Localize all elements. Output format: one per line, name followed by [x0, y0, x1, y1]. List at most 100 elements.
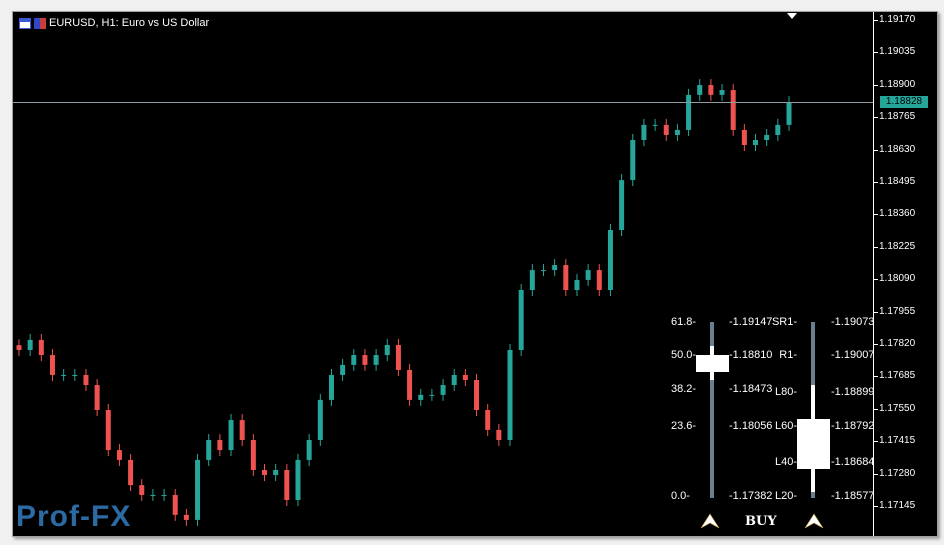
pivot-level-label: SR1-: [771, 316, 797, 328]
candle: [38, 333, 44, 362]
candle: [183, 508, 189, 526]
price-tick-label: 1.17145: [879, 500, 916, 511]
candle: [652, 118, 658, 131]
pivot-price-label: -1.18792: [831, 420, 875, 432]
fib-price-label: -1.18810: [729, 349, 773, 361]
fib-level-label: 38.2-: [671, 383, 697, 395]
candle: [719, 84, 725, 101]
price-tick-label: 1.17280: [879, 467, 916, 479]
price-tick-label: 1.17955: [879, 305, 916, 317]
candle: [451, 368, 457, 392]
pivot-price-label: -1.18684: [831, 456, 875, 468]
candle: [306, 434, 312, 466]
price-tick: [873, 408, 878, 410]
candle: [596, 264, 602, 296]
price-tick-label: 1.17685: [879, 370, 916, 382]
candle: [116, 444, 122, 466]
price-tick: [873, 182, 878, 183]
candle: [340, 358, 346, 381]
candle: [94, 379, 100, 416]
price-tick-label: 1.17820: [879, 338, 916, 349]
candle: [674, 123, 680, 141]
bid-price-label: 1.18828: [880, 96, 928, 109]
fib-price-label: -1.18056: [729, 420, 773, 432]
price-tick-label: 1.18765: [879, 111, 916, 123]
pivot-level-label: L40-: [774, 456, 797, 468]
candle: [317, 393, 323, 446]
bid-line: [13, 102, 873, 104]
candle: [686, 88, 692, 136]
fib-level-label: 23.6-: [671, 420, 697, 432]
candle: [150, 488, 156, 501]
price-tick: [873, 246, 878, 248]
price-tick: [873, 20, 878, 21]
price-tick-label: 1.18360: [879, 208, 916, 220]
candle: [429, 388, 435, 401]
candle: [384, 338, 390, 362]
candle: [663, 118, 669, 141]
candle: [273, 464, 279, 482]
price-tick: [873, 344, 878, 345]
pivot-level-label: L60-: [774, 420, 797, 432]
price-tick-label: 1.18630: [879, 143, 916, 155]
candle: [507, 344, 513, 446]
candle: [585, 264, 591, 286]
candle: [139, 479, 145, 501]
candle: [161, 488, 167, 501]
price-tick: [873, 506, 878, 507]
price-tick-label: 1.17550: [879, 402, 916, 414]
chart-shift-marker-icon[interactable]: [787, 13, 797, 19]
price-tick: [873, 214, 878, 216]
fib-price-box: [696, 355, 729, 372]
pivot-price-label: -1.19007: [831, 349, 875, 361]
chart-title: EURUSD, H1: Euro vs US Dollar: [19, 17, 209, 29]
price-axis[interactable]: [873, 12, 874, 536]
candle: [697, 79, 703, 101]
candle: [741, 123, 747, 152]
chart-window[interactable]: EURUSD, H1: Euro vs US Dollar 1.19170 1.1…: [12, 11, 938, 537]
pivot-level-label: L80-: [774, 386, 797, 398]
candle: [764, 128, 770, 146]
candle: [228, 414, 234, 457]
candle: [563, 259, 569, 296]
candle: [250, 434, 256, 476]
candle: [540, 264, 546, 277]
price-tick: [873, 149, 878, 151]
price-tick-label: 1.19170: [879, 14, 916, 25]
price-tick: [873, 279, 878, 281]
price-tick-label: 1.17415: [879, 435, 916, 447]
candle: [485, 404, 491, 436]
candle: [619, 174, 625, 236]
fib-bar: [710, 322, 714, 498]
signal-label: BUY: [745, 514, 777, 529]
candle: [362, 349, 368, 371]
candle: [195, 453, 201, 526]
chart-table-icon: [19, 17, 31, 29]
price-tick: [873, 311, 878, 313]
candle: [373, 349, 379, 371]
price-tick-label: 1.18495: [879, 176, 916, 187]
candle: [630, 134, 636, 187]
candle: [641, 118, 647, 146]
save-disk-icon: [34, 17, 46, 29]
candle: [775, 118, 781, 141]
fib-price-label: -1.17382: [729, 490, 773, 502]
candle: [27, 333, 33, 356]
fib-price-label: -1.19147: [729, 316, 773, 328]
candle: [395, 338, 401, 376]
pivot-price-label: -1.19073: [831, 316, 875, 328]
fib-level-label: 61.8-: [671, 316, 697, 328]
price-tick-label: 1.19035: [879, 46, 916, 58]
price-tick: [873, 473, 878, 475]
candle: [462, 368, 468, 386]
price-tick-label: 1.18090: [879, 273, 916, 285]
price-tick-label: 1.18900: [879, 78, 916, 90]
pivot-price-label: -1.18899: [831, 386, 875, 398]
pivot-price-label: -1.18577: [831, 490, 875, 502]
candle: [49, 349, 55, 381]
candle: [351, 349, 357, 371]
candle: [239, 414, 245, 446]
price-tick: [873, 117, 878, 119]
candle: [172, 488, 178, 521]
candle: [83, 368, 89, 392]
